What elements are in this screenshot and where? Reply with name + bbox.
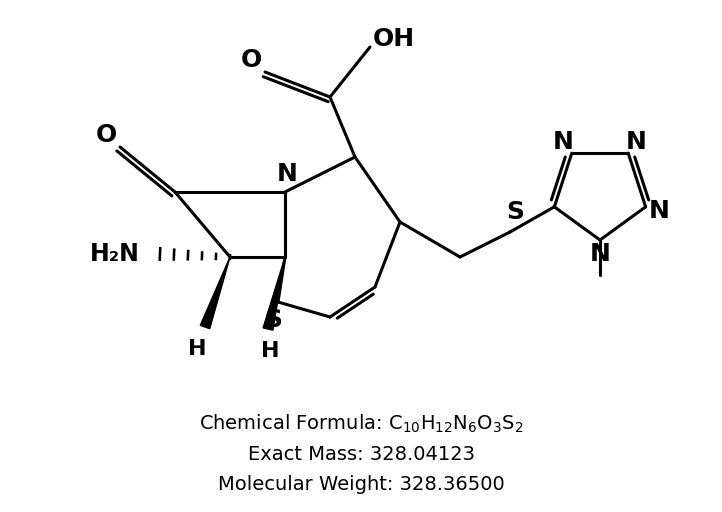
Text: H: H [188, 339, 206, 359]
Text: Exact Mass: 328.04123: Exact Mass: 328.04123 [248, 444, 474, 463]
Text: N: N [277, 162, 297, 186]
Text: O: O [240, 48, 261, 72]
Text: O: O [95, 123, 117, 147]
Text: N: N [626, 130, 647, 154]
Polygon shape [200, 257, 230, 329]
Text: S: S [264, 308, 282, 332]
Text: H₂N: H₂N [90, 242, 140, 266]
Polygon shape [263, 257, 285, 330]
Text: Molecular Weight: 328.36500: Molecular Weight: 328.36500 [217, 475, 505, 494]
Text: OH: OH [373, 27, 415, 51]
Text: N: N [648, 199, 669, 223]
Text: N: N [590, 242, 610, 266]
Text: S: S [506, 200, 524, 224]
Text: Chemical Formula: C$_{10}$H$_{12}$N$_{6}$O$_{3}$S$_{2}$: Chemical Formula: C$_{10}$H$_{12}$N$_{6}… [199, 413, 523, 435]
Text: H: H [261, 341, 279, 361]
Text: N: N [553, 130, 574, 154]
